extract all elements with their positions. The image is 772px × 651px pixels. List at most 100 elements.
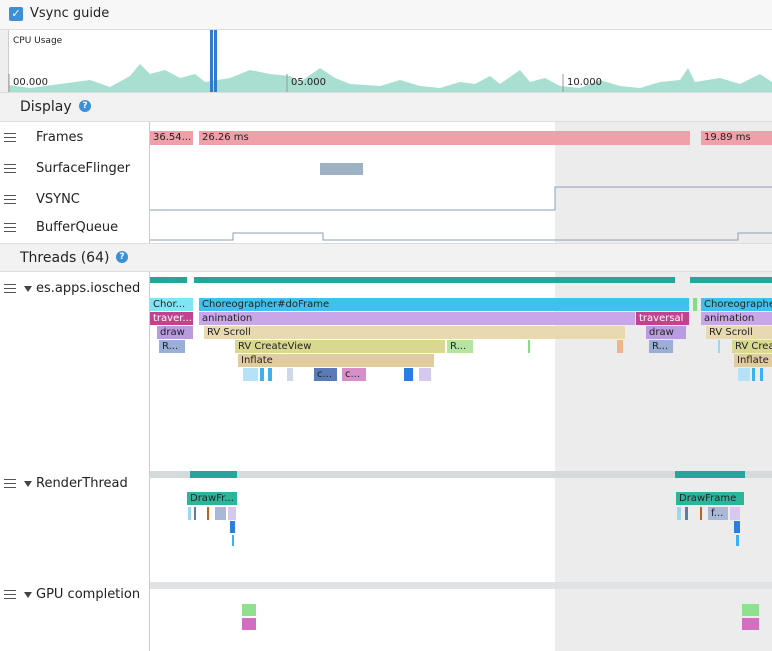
expand-toggle[interactable] xyxy=(24,286,32,292)
trace-slice[interactable] xyxy=(268,368,272,381)
trace-slice[interactable] xyxy=(617,340,623,353)
vsync-shade xyxy=(555,122,772,651)
drag-handle[interactable] xyxy=(4,223,16,232)
trace-slice[interactable] xyxy=(693,298,697,311)
cpu-area xyxy=(9,64,772,92)
trace-slice[interactable] xyxy=(287,368,293,381)
trace-slice[interactable]: draw xyxy=(157,326,193,339)
trace-slice[interactable] xyxy=(700,507,702,520)
cpu-gutter xyxy=(0,30,9,92)
trace-slice[interactable]: animation xyxy=(199,312,635,325)
cpu-marker xyxy=(214,30,217,92)
trace-slice[interactable]: RV Scroll xyxy=(204,326,625,339)
help-icon[interactable]: ? xyxy=(79,100,91,112)
trace-slice[interactable]: R... xyxy=(447,340,473,353)
trace-slice[interactable]: c... xyxy=(314,368,337,381)
trace-slice[interactable] xyxy=(677,507,681,520)
trace-slice[interactable] xyxy=(243,368,258,381)
trace-slice[interactable]: R... xyxy=(159,340,185,353)
time-label: 05.000 xyxy=(291,77,326,88)
trace-slice[interactable]: traversal xyxy=(636,312,689,325)
trace-slice[interactable] xyxy=(742,618,759,630)
trace-slice[interactable] xyxy=(730,507,740,520)
thread-state xyxy=(190,471,237,478)
signal-tracks xyxy=(150,186,772,241)
trace-slice[interactable]: Choreographer#doFrame xyxy=(199,298,689,311)
drag-handle[interactable] xyxy=(4,133,16,142)
checkbox-label[interactable]: Vsync guide xyxy=(30,6,110,21)
frame-slice[interactable]: 26.26 ms xyxy=(199,131,690,145)
thread-name: RenderThread xyxy=(36,476,128,491)
bufferqueue-signal xyxy=(150,232,772,241)
trace-slice[interactable] xyxy=(188,507,191,520)
drag-handle[interactable] xyxy=(4,195,16,204)
trace-slice[interactable]: RV Scroll xyxy=(706,326,772,339)
thread-state xyxy=(150,471,772,478)
drag-handle[interactable] xyxy=(4,164,16,173)
thread-state xyxy=(150,277,187,283)
cpu-label: CPU Usage xyxy=(13,36,63,46)
vsync-signal xyxy=(150,186,772,211)
surfaceflinger-slice[interactable] xyxy=(320,163,363,175)
trace-slice[interactable] xyxy=(718,340,720,353)
drag-handle[interactable] xyxy=(4,590,16,599)
trace-slice[interactable] xyxy=(230,521,235,533)
trace-slice[interactable] xyxy=(242,618,256,630)
trace-slice[interactable]: DrawFr... xyxy=(187,492,237,505)
trace-slice[interactable]: traver... xyxy=(150,312,193,325)
drag-handle[interactable] xyxy=(4,284,16,293)
frame-slice[interactable]: 36.54... xyxy=(150,131,193,145)
section-title: Display xyxy=(20,99,72,115)
expand-toggle[interactable] xyxy=(24,481,32,487)
help-icon[interactable]: ? xyxy=(116,251,128,263)
thread-state xyxy=(150,582,772,589)
expand-toggle[interactable] xyxy=(24,592,32,598)
trace-slice[interactable] xyxy=(528,340,530,353)
trace-slice[interactable] xyxy=(738,368,750,381)
trace-slice[interactable] xyxy=(232,535,234,546)
checkbox[interactable]: ✓ xyxy=(9,7,23,21)
trace-slice[interactable]: RV CreateView xyxy=(235,340,445,353)
trace-slice[interactable] xyxy=(215,507,226,520)
track-label: BufferQueue xyxy=(36,220,119,235)
trace-slice[interactable]: R... xyxy=(649,340,673,353)
trace-slice[interactable] xyxy=(760,368,763,381)
trace-slice[interactable]: c... xyxy=(342,368,366,381)
cpu-graph xyxy=(8,30,772,92)
trace-slice[interactable] xyxy=(404,368,413,381)
thread-name: GPU completion xyxy=(36,587,141,602)
trace-slice[interactable] xyxy=(752,368,755,381)
trace-slice[interactable]: Chor... xyxy=(150,298,193,311)
trace-slice[interactable]: f... xyxy=(708,507,728,520)
section-title: Threads (64) xyxy=(20,250,110,266)
thread-state xyxy=(690,277,772,283)
trace-slice[interactable]: Choreographe xyxy=(701,298,772,311)
trace-slice[interactable] xyxy=(742,604,759,616)
thread-state xyxy=(194,277,675,283)
trace-slice[interactable] xyxy=(734,521,740,533)
trace-slice[interactable] xyxy=(207,507,209,520)
track-label: VSYNC xyxy=(36,192,80,207)
trace-slice[interactable] xyxy=(260,368,264,381)
trace-slice[interactable] xyxy=(228,507,236,520)
drag-handle[interactable] xyxy=(4,479,16,488)
thread-state xyxy=(675,471,745,478)
trace-slice[interactable]: animation xyxy=(701,312,772,325)
trace-slice[interactable] xyxy=(736,535,739,546)
section-header xyxy=(0,243,772,272)
trace-slice[interactable] xyxy=(194,507,196,520)
time-label: 10.000 xyxy=(567,77,602,88)
trace-slice[interactable] xyxy=(685,507,688,520)
column-divider xyxy=(149,122,150,651)
toolbar xyxy=(0,0,772,30)
trace-slice[interactable] xyxy=(419,368,431,381)
trace-slice[interactable]: DrawFrame xyxy=(676,492,744,505)
frame-slice[interactable]: 19.89 ms xyxy=(701,131,772,145)
track-label: SurfaceFlinger xyxy=(36,161,131,176)
trace-slice[interactable] xyxy=(242,604,256,616)
trace-slice[interactable]: draw xyxy=(646,326,686,339)
trace-slice[interactable]: Inflate xyxy=(734,354,772,367)
trace-slice[interactable]: RV Crea xyxy=(732,340,772,353)
trace-slice[interactable]: Inflate xyxy=(238,354,434,367)
